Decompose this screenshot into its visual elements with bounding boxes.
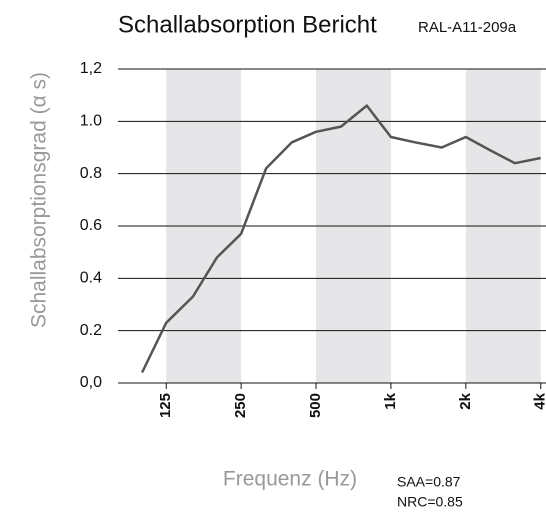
y-tick-label: 0.2 xyxy=(80,322,102,339)
x-tick-label: 125 xyxy=(157,393,174,418)
chart-title: Schallabsorption Bericht xyxy=(118,11,377,38)
plot: 0,0 0.2 0.4 0.6 0.8 1.0 1,2 125 250 500 1k 2k 4k xyxy=(80,60,546,418)
y-tick-label: 0.4 xyxy=(80,270,102,287)
y-tick-label: 0,0 xyxy=(80,374,102,391)
y-tick-label: 0.8 xyxy=(80,165,102,182)
data-line xyxy=(140,104,541,374)
y-tick-label: 1.0 xyxy=(80,113,102,130)
x-tick-label: 2k xyxy=(457,392,474,409)
x-tick-label: 250 xyxy=(232,393,249,418)
x-tick-label: 4k xyxy=(532,392,546,409)
y-tick-label: 0.6 xyxy=(80,217,102,234)
x-tick-label: 500 xyxy=(307,393,324,418)
x-tick-label: 1k xyxy=(382,392,399,409)
y-axis-label: Schallabsorptionsgrad (α s) xyxy=(28,72,51,328)
x-axis-label: Frequenz (Hz) xyxy=(223,468,357,491)
y-tick-label: 1,2 xyxy=(80,60,102,77)
annotation: SAA=0.87 xyxy=(397,474,461,490)
chart-subtitle: RAL-A11-209a xyxy=(418,19,517,36)
annotation: NRC=0.85 xyxy=(397,494,463,510)
